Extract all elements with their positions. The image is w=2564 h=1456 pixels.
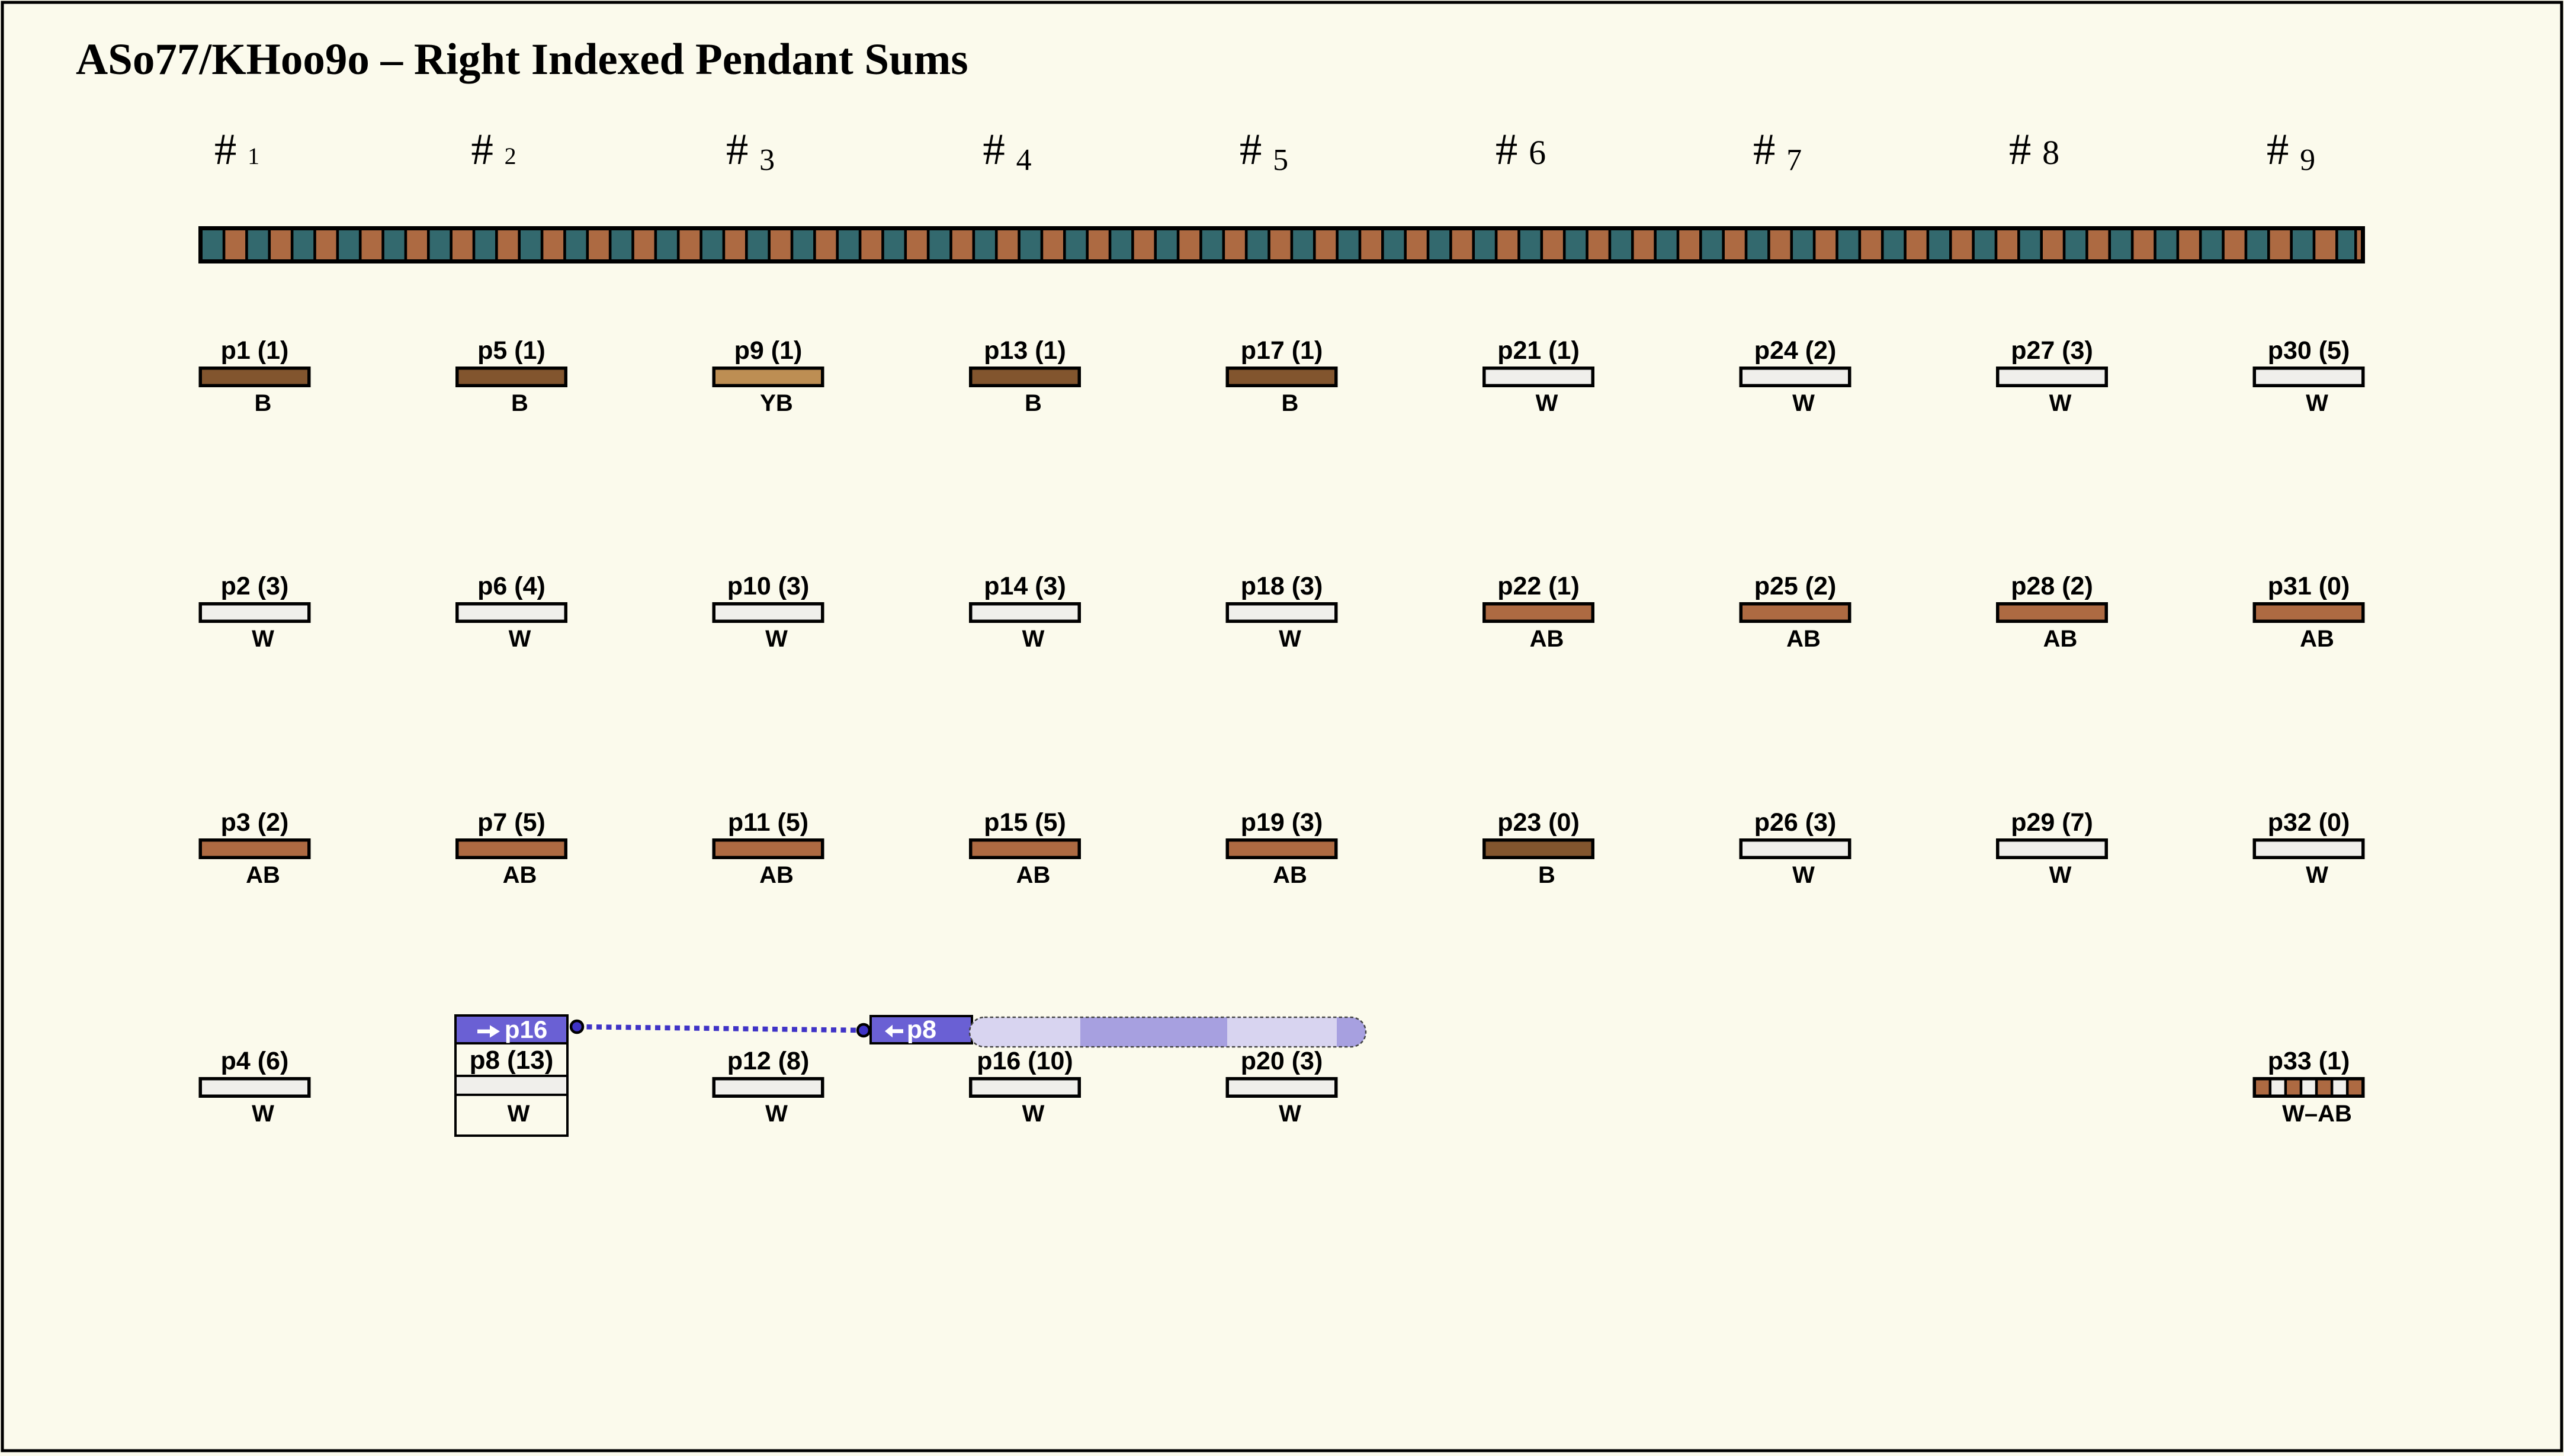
- svg-text:p4 (6): p4 (6): [221, 1047, 289, 1075]
- svg-text:W: W: [252, 626, 274, 652]
- svg-text:ASo77/KHoo9o – Right Indexed P: ASo77/KHoo9o – Right Indexed Pendant Sum…: [76, 35, 968, 84]
- svg-text:p11 (5): p11 (5): [728, 808, 808, 837]
- svg-text:p25 (2): p25 (2): [1754, 572, 1837, 600]
- svg-text:W: W: [2049, 862, 2072, 888]
- svg-text:AB: AB: [2300, 626, 2334, 652]
- svg-text:p12 (8): p12 (8): [727, 1047, 810, 1075]
- svg-text:AB: AB: [759, 862, 794, 888]
- svg-text:W: W: [1022, 626, 1045, 652]
- svg-text:AB: AB: [2043, 626, 2078, 652]
- svg-text:AB: AB: [1530, 626, 1564, 652]
- svg-text:p3 (2): p3 (2): [221, 808, 289, 837]
- svg-text:AB: AB: [1786, 626, 1821, 652]
- svg-text:p13 (1): p13 (1): [984, 336, 1066, 365]
- svg-text:p28 (2): p28 (2): [2011, 572, 2093, 600]
- svg-text:W: W: [765, 626, 788, 652]
- svg-text:W: W: [1792, 862, 1815, 888]
- svg-text:p8: p8: [907, 1015, 936, 1044]
- svg-text:W: W: [252, 1101, 274, 1127]
- svg-text:p2 (3): p2 (3): [221, 572, 289, 600]
- svg-text:p22 (1): p22 (1): [1497, 572, 1580, 600]
- svg-text:p23 (0): p23 (0): [1497, 808, 1580, 837]
- svg-text:W: W: [509, 626, 531, 652]
- svg-text:W: W: [2049, 390, 2072, 416]
- svg-text:p16: p16: [505, 1015, 547, 1043]
- svg-text:B: B: [1538, 862, 1555, 888]
- svg-text:B: B: [1025, 390, 1042, 416]
- svg-text:AB: AB: [503, 862, 537, 888]
- svg-text:p24 (2): p24 (2): [1754, 336, 1837, 365]
- svg-text:p15 (5): p15 (5): [984, 808, 1066, 837]
- svg-text:W: W: [2306, 862, 2328, 888]
- svg-text:p32 (0): p32 (0): [2268, 808, 2350, 837]
- svg-text:p6 (4): p6 (4): [477, 572, 545, 600]
- svg-text:p31 (0): p31 (0): [2268, 572, 2350, 600]
- svg-text:p18 (3): p18 (3): [1241, 572, 1323, 600]
- svg-text:p16 (10): p16 (10): [977, 1047, 1073, 1075]
- svg-text:p19 (3): p19 (3): [1241, 808, 1323, 837]
- svg-text:W: W: [2306, 390, 2328, 416]
- svg-text:p26 (3): p26 (3): [1754, 808, 1837, 837]
- svg-text:p27 (3): p27 (3): [2011, 336, 2093, 365]
- svg-text:W: W: [1022, 1101, 1045, 1127]
- svg-text:p7 (5): p7 (5): [477, 808, 545, 837]
- svg-text:W: W: [1279, 1101, 1301, 1127]
- svg-text:W: W: [1536, 390, 1558, 416]
- svg-text:p21 (1): p21 (1): [1497, 336, 1580, 365]
- svg-text:W: W: [1792, 390, 1815, 416]
- svg-text:p17 (1): p17 (1): [1241, 336, 1323, 365]
- svg-text:p30 (5): p30 (5): [2268, 336, 2350, 365]
- svg-text:p20 (3): p20 (3): [1241, 1047, 1323, 1075]
- svg-text:B: B: [255, 390, 272, 416]
- svg-text:# 1: # 1: [214, 125, 259, 174]
- svg-text:B: B: [1282, 390, 1299, 416]
- svg-text:# 9: # 9: [2267, 125, 2315, 177]
- svg-text:p9 (1): p9 (1): [734, 336, 803, 365]
- svg-text:p14 (3): p14 (3): [984, 572, 1066, 600]
- svg-text:p29 (7): p29 (7): [2011, 808, 2093, 837]
- svg-text:W: W: [508, 1101, 530, 1127]
- svg-text:AB: AB: [1016, 862, 1051, 888]
- svg-text:p33 (1): p33 (1): [2268, 1047, 2350, 1075]
- svg-text:# 8: # 8: [2009, 125, 2059, 174]
- svg-text:p10 (3): p10 (3): [727, 572, 810, 600]
- svg-text:B: B: [511, 390, 528, 416]
- svg-text:p1 (1): p1 (1): [221, 336, 289, 365]
- svg-text:AB: AB: [1273, 862, 1307, 888]
- svg-text:AB: AB: [246, 862, 280, 888]
- svg-text:p5 (1): p5 (1): [477, 336, 545, 365]
- svg-text:# 6: # 6: [1496, 125, 1546, 174]
- svg-text:YB: YB: [760, 390, 793, 416]
- svg-text:W: W: [765, 1101, 788, 1127]
- svg-text:W–AB: W–AB: [2282, 1101, 2352, 1127]
- svg-text:W: W: [1279, 626, 1301, 652]
- svg-text:p8 (13): p8 (13): [470, 1046, 554, 1075]
